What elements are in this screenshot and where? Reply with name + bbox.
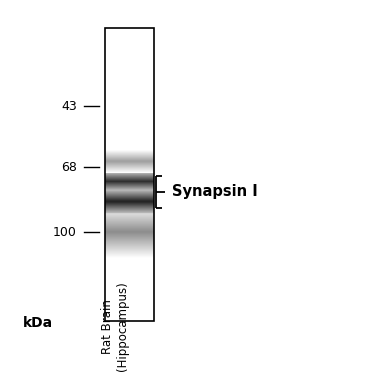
Text: Rat Brain
(Hippocampus): Rat Brain (Hippocampus): [101, 281, 129, 371]
Text: Synapsin I: Synapsin I: [172, 184, 258, 200]
Bar: [105, 28, 154, 321]
Text: 68: 68: [61, 161, 77, 174]
Text: kDa: kDa: [22, 316, 53, 330]
Text: 43: 43: [61, 100, 77, 113]
Text: 100: 100: [53, 225, 77, 238]
